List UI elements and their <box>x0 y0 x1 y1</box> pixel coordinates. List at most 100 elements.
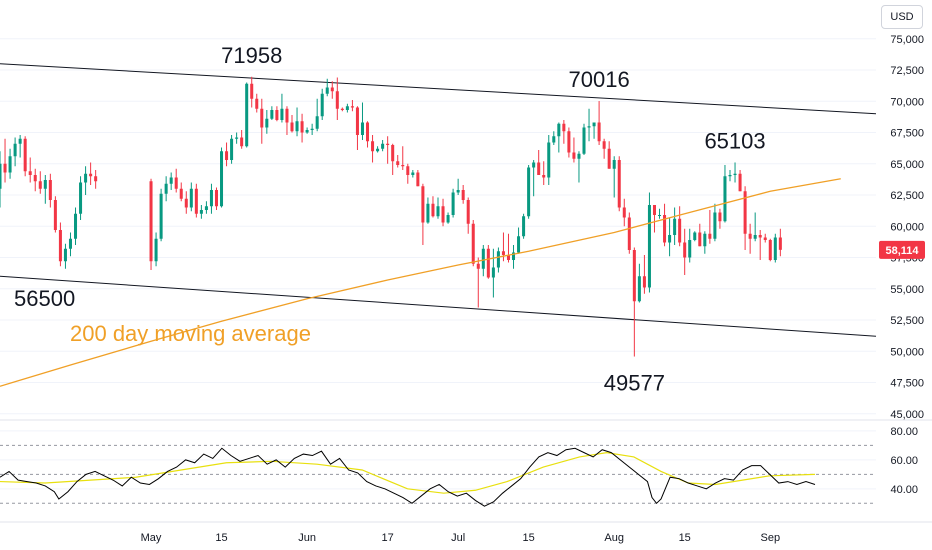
candle <box>84 166 88 195</box>
candle-body <box>436 206 440 217</box>
candle-body <box>245 83 249 147</box>
candle-body <box>557 123 561 137</box>
candle-body <box>159 193 163 239</box>
candle-body <box>225 151 229 160</box>
candle-body <box>406 166 410 175</box>
candle <box>642 255 646 294</box>
candle-body <box>58 230 62 262</box>
candle <box>355 106 359 150</box>
candle-body <box>617 160 621 208</box>
candle <box>416 170 420 187</box>
candle <box>607 141 611 169</box>
candle-body <box>627 217 631 250</box>
candle <box>471 220 475 267</box>
channel-upper-line <box>0 63 877 115</box>
rsi-tick-label: 60.00 <box>890 455 918 467</box>
candle <box>270 106 274 120</box>
candle-body <box>371 141 375 152</box>
candle <box>330 81 334 99</box>
candle <box>627 212 631 254</box>
candle <box>517 227 521 254</box>
candle-body <box>305 130 309 133</box>
time-axis[interactable]: May 15 Jun 17 Jul 15 Aug 15 Sep <box>0 521 932 544</box>
candle <box>632 247 636 357</box>
candle <box>260 98 264 144</box>
candle-body <box>733 173 737 175</box>
candle-body <box>345 106 349 110</box>
candle-body <box>401 165 405 167</box>
candle <box>718 208 722 229</box>
candle <box>280 93 284 123</box>
candle <box>275 106 279 122</box>
candle-body <box>330 87 334 92</box>
candle <box>522 213 526 239</box>
candle <box>366 121 370 148</box>
candle-body <box>13 143 17 157</box>
candle <box>421 183 425 245</box>
candle-body <box>506 255 510 260</box>
candle-body <box>572 152 576 159</box>
candle <box>310 123 314 135</box>
time-tick-label: 15 <box>215 532 227 544</box>
candle <box>285 106 289 135</box>
candle-body <box>562 123 566 132</box>
candle-body <box>255 98 259 109</box>
candle <box>300 113 304 143</box>
candle <box>637 263 641 303</box>
candle <box>572 137 576 163</box>
candle-body <box>391 145 395 162</box>
candle <box>154 232 158 267</box>
price-tick-label: 60,000 <box>890 221 924 233</box>
candle <box>461 185 465 204</box>
candle <box>527 165 531 219</box>
candle <box>199 205 203 219</box>
candle-body <box>18 138 22 144</box>
candle-body <box>547 142 551 178</box>
candle <box>426 197 430 224</box>
candle <box>376 146 380 153</box>
candle-body <box>265 118 269 128</box>
price-axis[interactable]: 45,00047,50050,00052,50055,00057,50060,0… <box>890 34 924 421</box>
candle <box>647 192 651 293</box>
ma200-line <box>0 178 841 387</box>
candle-body <box>230 138 234 160</box>
candle-body <box>637 276 641 302</box>
candle-body <box>154 238 158 262</box>
currency-label[interactable]: USD <box>881 5 923 29</box>
rsi-tick-label: 40.00 <box>890 484 918 496</box>
price-annotations: 71958 70016 65103 56500 49577 200 day moving … <box>14 43 766 396</box>
candle-body <box>748 233 752 239</box>
candle-body <box>713 212 717 239</box>
candle <box>436 197 440 219</box>
candle <box>748 223 752 254</box>
annotation-70016: 70016 <box>569 67 630 92</box>
candle <box>738 170 742 192</box>
price-tick-label: 65,000 <box>890 159 924 171</box>
price-tag-box <box>879 240 925 259</box>
price-tick-label: 50,000 <box>890 346 924 358</box>
candle-body <box>23 138 27 172</box>
candle-body <box>688 240 692 258</box>
candle-body <box>703 233 707 247</box>
candle-body <box>53 200 57 230</box>
candle <box>290 115 294 133</box>
rsi-axis[interactable]: 40.00 60.00 80.00 <box>890 426 918 496</box>
candle-body <box>587 126 591 128</box>
candle-body <box>763 237 767 240</box>
candle-body <box>431 203 435 217</box>
candle <box>693 231 697 242</box>
candlestick-series <box>0 76 782 357</box>
candle <box>48 173 52 208</box>
candle-body <box>768 240 772 260</box>
candle-body <box>496 251 500 268</box>
candle <box>38 171 42 194</box>
candle-body <box>285 108 289 123</box>
candle-body <box>622 207 626 218</box>
candle <box>360 102 364 140</box>
candle-body <box>542 175 546 178</box>
candle <box>683 228 687 275</box>
candle <box>230 135 234 164</box>
candle-body <box>184 198 188 208</box>
price-tick-label: 72,500 <box>890 65 924 77</box>
